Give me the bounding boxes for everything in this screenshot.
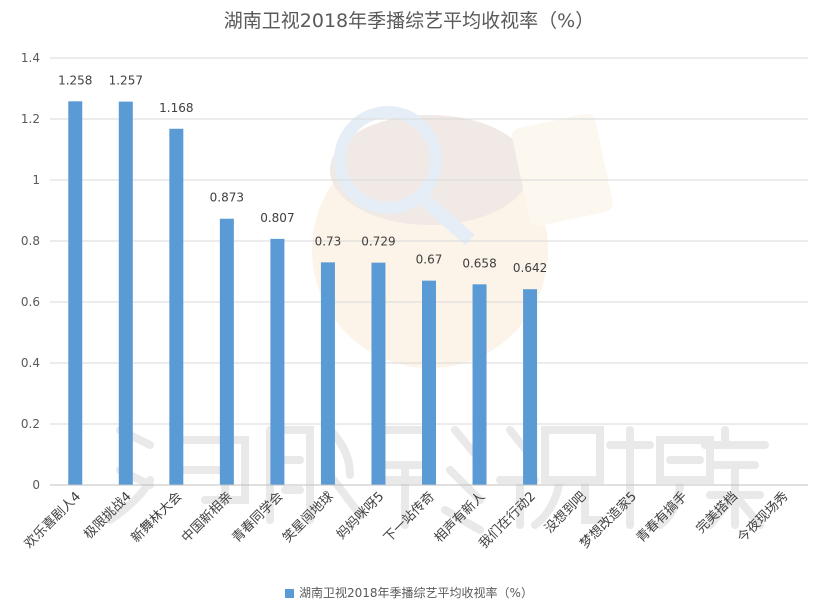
bar [472,284,487,485]
bar [169,128,184,485]
y-tick-label: 0.8 [21,234,40,248]
data-label: 0.642 [513,261,547,275]
category-label: 下一站传奇 [381,489,438,546]
chart-title: 湖南卫视2018年季播综艺平均收视率（%） [223,10,595,32]
y-tick-label: 1.2 [21,112,40,126]
category-label: 欢乐喜剧人4 [22,489,84,551]
y-tick-label: 0.4 [21,356,40,370]
data-label: 0.807 [260,211,294,225]
bar [68,101,83,485]
data-label: 0.67 [416,253,443,267]
data-label: 0.729 [361,235,395,249]
y-tick-label: 0.6 [21,295,40,309]
bar [422,280,436,485]
y-tick-label: 0 [32,478,40,492]
bar [371,262,386,485]
legend-label: 湖南卫视2018年季播综艺平均收视率（%） [299,586,533,600]
data-label: 1.168 [159,101,193,115]
bar [270,238,285,485]
y-tick-label: 0.2 [21,417,40,431]
y-tick-label: 1.4 [21,51,40,65]
data-label: 0.658 [462,256,496,270]
watermark-logo [106,106,769,534]
category-label: 青春有搞手 [633,489,690,546]
bar [118,101,133,486]
data-label: 0.873 [210,191,244,205]
bar [523,289,538,485]
legend-swatch [285,589,295,598]
category-label: 极限挑战4 [81,489,134,542]
y-tick-label: 1 [32,173,40,187]
data-label: 1.257 [109,74,143,88]
data-label: 0.73 [315,234,342,248]
bar [320,262,335,485]
data-label: 1.258 [58,73,92,87]
bar [219,218,234,486]
legend: 湖南卫视2018年季播综艺平均收视率（%） [0,584,818,601]
